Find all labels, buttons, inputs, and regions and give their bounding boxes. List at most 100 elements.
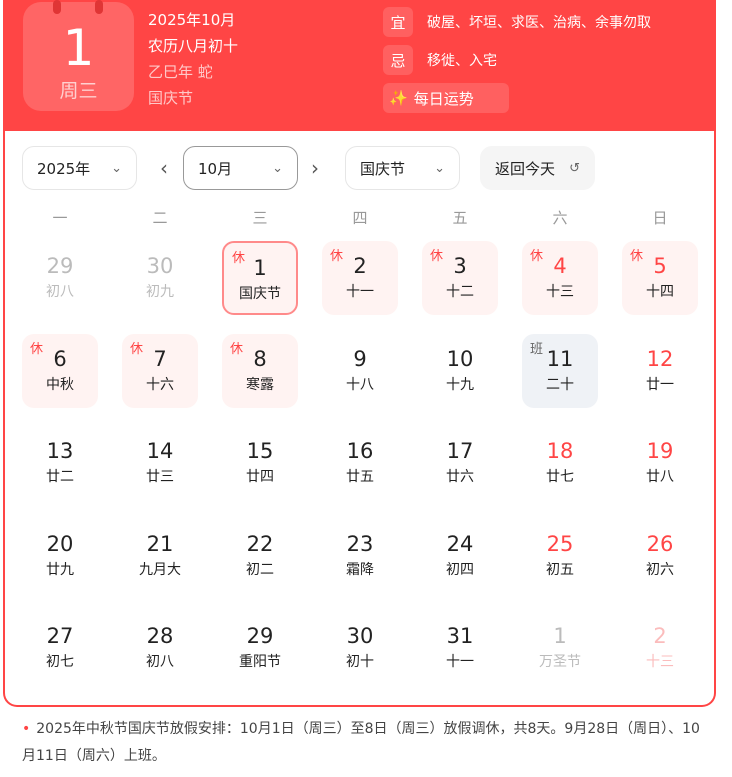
day-cell[interactable]: 2 十三 [622, 611, 698, 685]
day-cell[interactable]: 休 4 十三 [522, 241, 598, 315]
day-cell[interactable]: 休 2 十一 [322, 241, 398, 315]
month-select[interactable]: 10月 ⌄ [183, 146, 298, 190]
day-cell[interactable]: 15 廿四 [222, 426, 298, 500]
lunar-label: 初八 [146, 654, 174, 670]
calendar-card [3, 131, 716, 707]
day-cell[interactable]: 1 万圣节 [522, 611, 598, 685]
day-number: 30 [146, 254, 174, 278]
day-number: 12 [646, 346, 674, 371]
day-badge: 休 [130, 341, 144, 357]
day-cell[interactable]: 31 十一 [422, 611, 498, 685]
day-cell[interactable]: 29 重阳节 [222, 611, 298, 685]
day-cell[interactable]: 23 霜降 [322, 519, 398, 593]
day-cell[interactable]: 30 初九 [122, 241, 198, 315]
day-number: 31 [446, 624, 474, 648]
day-cell[interactable]: 休 1 国庆节 [222, 241, 298, 315]
lunar-label: 初七 [46, 654, 74, 670]
lunar-label: 中秋 [46, 376, 74, 393]
day-cell[interactable]: 26 初六 [622, 519, 698, 593]
day-cell[interactable]: 13 廿二 [22, 426, 98, 500]
lunar-label: 十六 [146, 376, 174, 393]
daily-fortune-label: 每日运势 [413, 89, 474, 108]
lunar-label: 寒露 [246, 376, 274, 393]
day-cell[interactable]: 10 十九 [422, 334, 498, 408]
day-number: 5 [653, 254, 667, 278]
weekday-header: 三 [252, 209, 268, 227]
day-number: 11 [546, 346, 574, 371]
lunar-label: 廿七 [546, 469, 574, 485]
day-cell[interactable]: 29 初八 [22, 241, 98, 315]
day-cell[interactable]: 休 5 十四 [622, 241, 698, 315]
chevron-down-icon: ⌄ [272, 160, 283, 176]
prev-month-button[interactable]: ‹ [160, 156, 168, 180]
yi-text: 破屋、坏垣、求医、治病、余事勿取 [427, 15, 651, 31]
day-cell[interactable]: 9 十八 [322, 334, 398, 408]
year-value: 2025年 [37, 159, 91, 178]
day-number: 20 [46, 531, 74, 556]
lunar-label: 初四 [446, 561, 474, 578]
day-cell[interactable]: 14 廿三 [122, 426, 198, 500]
ganzhi-year: 乙巳年 蛇 [148, 63, 213, 81]
lunar-label: 廿九 [46, 561, 74, 578]
day-number: 29 [246, 624, 274, 648]
day-number: 13 [46, 439, 74, 463]
day-number: 26 [646, 531, 674, 556]
day-number: 16 [346, 439, 374, 463]
day-cell[interactable]: 20 廿九 [22, 519, 98, 593]
day-cell[interactable]: 28 初八 [122, 611, 198, 685]
lunar-label: 廿五 [346, 469, 374, 485]
day-badge: 班 [530, 341, 544, 357]
day-number: 14 [146, 439, 174, 463]
day-cell[interactable]: 休 7 十六 [122, 333, 198, 408]
day-number: 2 [653, 624, 667, 648]
day-cell[interactable]: 24 初四 [422, 519, 498, 593]
undo-icon: ↺ [569, 160, 580, 176]
bullet-icon: • [22, 721, 31, 737]
holiday-select[interactable]: 国庆节 ⌄ [345, 146, 460, 190]
lunar-label: 廿八 [646, 469, 674, 485]
daily-fortune-button[interactable]: ✨ 每日运势 [383, 83, 509, 113]
day-cell[interactable]: 16 廿五 [322, 426, 398, 500]
year-select[interactable]: 2025年 ⌄ [22, 146, 137, 190]
day-cell[interactable]: 12 廿一 [622, 334, 698, 408]
lunar-label: 重阳节 [239, 654, 281, 670]
day-cell[interactable]: 27 初七 [22, 611, 98, 685]
day-cell[interactable]: 22 初二 [222, 519, 298, 593]
day-cell[interactable]: 17 廿六 [422, 426, 498, 500]
day-number: 17 [446, 439, 474, 463]
ji-text: 移徙、入宅 [427, 53, 497, 69]
holiday-note: • 2025年中秋节国庆节放假安排：10月1日（周三）至8日（周三）放假调休，共8… [22, 716, 712, 770]
day-cell[interactable]: 班 11 二十 [522, 333, 598, 408]
lunar-label: 十三 [646, 654, 674, 670]
day-number: 10 [446, 346, 474, 371]
weekday-header: 二 [152, 209, 168, 227]
day-cell[interactable]: 30 初十 [322, 611, 398, 685]
lunar-label: 霜降 [346, 561, 374, 578]
day-badge: 休 [630, 249, 644, 264]
day-number: 18 [546, 439, 574, 463]
day-number: 24 [446, 531, 474, 556]
day-badge: 休 [430, 249, 444, 264]
chevron-down-icon: ⌄ [111, 160, 122, 176]
back-to-today-button[interactable]: 返回今天 ↺ [480, 146, 595, 190]
next-month-button[interactable]: › [311, 156, 319, 180]
day-number: 19 [646, 439, 674, 463]
day-cell[interactable]: 休 3 十二 [422, 241, 498, 315]
day-cell[interactable]: 18 廿七 [522, 426, 598, 500]
day-cell[interactable]: 21 九月大 [122, 519, 198, 593]
lunar-label: 廿六 [446, 469, 474, 485]
day-badge: 休 [330, 249, 344, 264]
day-cell[interactable]: 25 初五 [522, 519, 598, 593]
weekday-header: 一 [52, 209, 68, 227]
lunar-label: 十三 [546, 284, 574, 300]
day-cell[interactable]: 休 8 寒露 [222, 333, 298, 408]
day-number: 15 [246, 439, 274, 463]
day-cell[interactable]: 休 6 中秋 [22, 333, 98, 408]
day-cell[interactable]: 19 廿八 [622, 426, 698, 500]
lunar-label: 初九 [146, 284, 174, 300]
back-to-today-label: 返回今天 [495, 159, 556, 178]
solar-date: 2025年10月 [148, 11, 236, 29]
today-date-card: 1 周三 [23, 0, 134, 111]
lunar-label: 初二 [246, 561, 274, 578]
lunar-label: 十九 [446, 376, 474, 393]
